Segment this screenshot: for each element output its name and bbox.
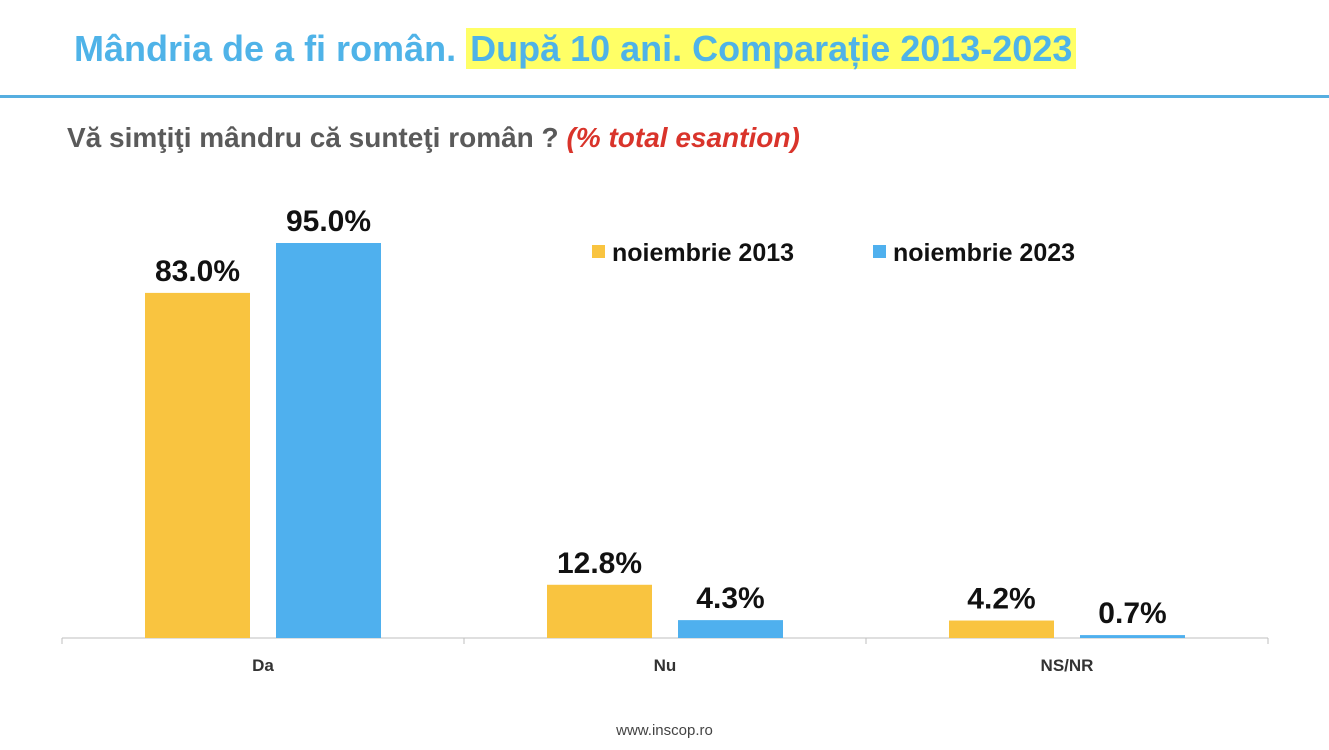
legend-label: noiembrie 2023 <box>893 239 1075 267</box>
bar <box>949 620 1054 638</box>
x-tick-label: Nu <box>654 656 677 675</box>
question-label: Vă simţiţi mândru că sunteţi român ? <box>67 122 559 153</box>
title-part-1: Mândria de a fi român. <box>74 28 457 69</box>
bar <box>145 292 250 638</box>
question-note: (% total esantion) <box>566 122 800 153</box>
title-divider <box>0 95 1329 98</box>
x-tick-label: Da <box>252 656 274 675</box>
bar <box>276 243 381 638</box>
legend-swatch <box>873 245 886 258</box>
data-label: 4.2% <box>967 583 1035 616</box>
data-label: 83.0% <box>155 255 240 288</box>
x-tick-label: NS/NR <box>1041 656 1094 675</box>
data-label: 4.3% <box>696 582 764 615</box>
legend-swatch <box>592 245 605 258</box>
footer-url: www.inscop.ro <box>616 722 713 739</box>
legend-label: noiembrie 2013 <box>612 239 794 267</box>
bar <box>1080 635 1185 638</box>
data-label: 0.7% <box>1098 597 1166 630</box>
data-label: 12.8% <box>557 547 642 580</box>
slide-title: Mândria de a fi român. După 10 ani. Comp… <box>74 28 1077 70</box>
question-text: Vă simţiţi mândru că sunteţi român ? (% … <box>67 122 800 154</box>
bar <box>547 584 652 638</box>
title-highlight: După 10 ani. Comparație 2013-2023 <box>466 28 1077 69</box>
data-label: 95.0% <box>286 205 371 238</box>
bar <box>678 620 783 638</box>
